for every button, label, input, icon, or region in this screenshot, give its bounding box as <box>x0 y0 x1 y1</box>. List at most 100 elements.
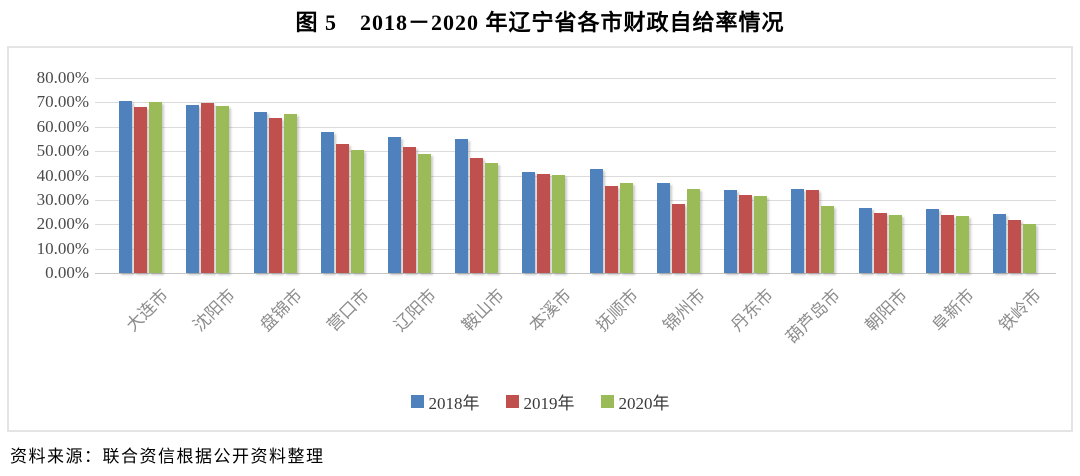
bar <box>955 215 969 273</box>
bar <box>455 139 469 273</box>
x-axis-category: 丹东市 <box>712 278 779 383</box>
legend-item: 2018年 <box>410 389 480 414</box>
legend-item-label: 2018年 <box>428 394 480 413</box>
bar-group <box>107 48 174 273</box>
legend-item: 2020年 <box>600 389 670 414</box>
bar-group <box>914 48 981 273</box>
y-axis-tick-label: 50.00% <box>36 141 89 161</box>
bar <box>724 190 738 273</box>
bar <box>656 182 670 273</box>
x-axis-category-label: 鞍山市 <box>458 285 508 336</box>
bar-group <box>578 48 645 273</box>
bar <box>134 106 148 273</box>
plot-area: 0.00% 10.00% 20.00% 30.00% 40.00% 50.00% 60.00… <box>9 48 1071 430</box>
bar-group <box>645 48 712 273</box>
bar-group <box>779 48 846 273</box>
gridline <box>95 151 1056 153</box>
bar <box>552 174 566 273</box>
bar <box>604 185 618 273</box>
gridline <box>95 224 1056 226</box>
bar-group <box>309 48 376 273</box>
bar <box>754 195 768 273</box>
legend-swatch <box>600 395 614 408</box>
x-axis-category-label: 辽阳市 <box>390 285 441 336</box>
bar <box>888 215 902 273</box>
x-axis-category-label: 盘锦市 <box>256 285 307 336</box>
x-axis-category-label: 丹东市 <box>727 285 777 336</box>
x-axis-category: 铁岭市 <box>981 278 1048 383</box>
x-axis-category: 沈阳市 <box>174 278 241 383</box>
bar <box>925 208 939 273</box>
bar <box>686 188 700 273</box>
bar <box>119 101 133 273</box>
bar <box>387 136 401 273</box>
bar <box>335 144 349 273</box>
legend-swatch <box>410 395 424 408</box>
bar <box>283 113 297 273</box>
bar-group <box>981 48 1048 273</box>
bar <box>739 195 753 273</box>
x-axis-category-label: 大连市 <box>122 285 172 336</box>
x-axis-category: 本溪市 <box>510 278 577 383</box>
bar <box>350 149 364 273</box>
y-axis-tick-label: 10.00% <box>36 238 89 258</box>
bar <box>873 213 887 273</box>
legend-item: 2019年 <box>505 389 575 414</box>
y-axis-tick-label: 40.00% <box>36 165 89 185</box>
gridline <box>95 175 1056 177</box>
x-axis-category-label: 阜新市 <box>928 285 979 336</box>
x-axis-category-label: 朝阳市 <box>861 285 911 336</box>
bar-group <box>376 48 443 273</box>
bar <box>806 190 820 273</box>
x-axis: 大连市 沈阳市 盘锦市 营口市 辽阳市 鞍山市 本溪市 抚顺市 锦州市 丹东市 葫芦岛市 朝阳市 阜新市… <box>107 278 1048 383</box>
bar <box>201 102 215 273</box>
bar-series-area <box>107 48 1048 273</box>
source-note: 资料来源：联合资信根据公开资料整理 <box>10 447 325 466</box>
chart-area: 0.00% 10.00% 20.00% 30.00% 40.00% 50.00% 60.00… <box>7 46 1073 432</box>
gridline <box>95 102 1056 104</box>
bar-group <box>510 48 577 273</box>
bar-group <box>712 48 779 273</box>
x-axis-category: 大连市 <box>107 278 174 383</box>
x-axis-category-label: 锦州市 <box>659 285 710 336</box>
x-axis-category: 辽阳市 <box>376 278 443 383</box>
x-axis-category-label: 本溪市 <box>525 285 575 336</box>
x-axis-category: 锦州市 <box>645 278 712 383</box>
bar <box>589 169 603 273</box>
x-axis-category: 朝阳市 <box>846 278 913 383</box>
x-axis-category: 盘锦市 <box>241 278 308 383</box>
x-axis-category-label: 铁岭市 <box>995 285 1046 336</box>
bar <box>858 207 872 273</box>
bar <box>268 118 282 273</box>
bar <box>537 173 551 273</box>
gridline <box>95 273 1056 274</box>
y-axis-tick-label: 80.00% <box>36 68 89 87</box>
bar <box>671 204 685 273</box>
bar-group <box>174 48 241 273</box>
x-axis-category-label: 葫芦岛市 <box>782 285 844 348</box>
bar <box>821 205 835 273</box>
bar <box>522 172 536 273</box>
x-axis-category: 阜新市 <box>914 278 981 383</box>
bar <box>253 111 267 273</box>
bar <box>216 105 230 273</box>
bar <box>320 132 334 273</box>
bar-group <box>846 48 913 273</box>
bar <box>1022 223 1036 273</box>
x-axis-category-label: 沈阳市 <box>189 285 239 336</box>
bar <box>186 105 200 273</box>
bar <box>940 215 954 273</box>
bar <box>417 154 431 273</box>
bar <box>619 182 633 273</box>
legend: 2018年 2019年 2020年 <box>9 389 1071 414</box>
legend-item-label: 2020年 <box>618 394 670 413</box>
y-axis-tick-label: 0.00% <box>45 263 89 282</box>
y-axis-tick-label: 20.00% <box>36 214 89 234</box>
bar <box>149 101 163 273</box>
y-axis-tick-label: 30.00% <box>36 189 89 209</box>
x-axis-category-label: 营口市 <box>323 285 374 336</box>
gridline <box>95 199 1056 201</box>
gridline <box>95 248 1056 250</box>
legend-swatch <box>505 395 519 408</box>
bar <box>1007 220 1021 273</box>
